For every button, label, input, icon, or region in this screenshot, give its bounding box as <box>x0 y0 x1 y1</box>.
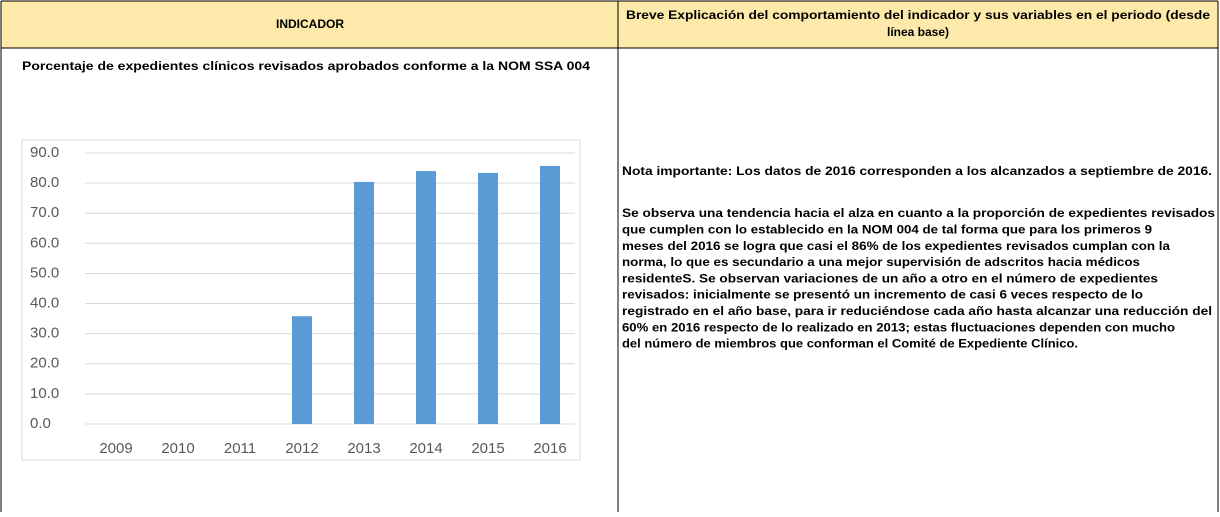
x-tick-label: 2014 <box>409 440 442 457</box>
y-tick-label: 50.0 <box>30 264 59 281</box>
y-tick-label: 30.0 <box>30 325 59 342</box>
y-tick-label: 0.0 <box>30 415 51 432</box>
indicator-name: Porcentaje de expedientes clínicos revis… <box>22 59 590 73</box>
x-tick-label: 2011 <box>224 440 256 457</box>
y-tick-label: 10.0 <box>30 385 59 402</box>
y-tick-label: 20.0 <box>30 355 59 372</box>
paragraph: Se observa una tendencia hacia el alza e… <box>622 206 1215 350</box>
x-tick-label: 2010 <box>161 440 194 457</box>
bar <box>416 171 436 424</box>
paragraph-line: del número de miembros que conforman el … <box>622 337 1078 351</box>
y-tick-label: 40.0 <box>30 295 59 312</box>
paragraph-line: norma, lo que es secundario a una mejor … <box>622 255 1140 269</box>
chart: 0.0 10.0 20.0 30.0 40.0 50.0 60.0 70.0 80.0 90.0 2… <box>30 144 575 457</box>
x-tick-label: 2012 <box>285 440 318 457</box>
note: Nota importante: Los datos de 2016 corre… <box>622 164 1212 178</box>
paragraph-line: Se observa una tendencia hacia el alza e… <box>622 206 1215 220</box>
bar <box>478 172 498 424</box>
header-explanation: línea base) <box>887 25 949 39</box>
paragraph-line: 60% en 2016 respecto de lo realizado en … <box>622 320 1175 334</box>
y-tick-label: 80.0 <box>30 174 59 191</box>
x-tick-label: 2015 <box>471 440 504 457</box>
y-tick-label: 70.0 <box>30 204 59 221</box>
x-tick-label: 2009 <box>99 440 132 457</box>
paragraph-line: que cumplen con lo establecido en la NOM… <box>622 222 1152 236</box>
y-tick-label: 90.0 <box>30 144 59 161</box>
header-band <box>1 1 1218 48</box>
header-indicator: INDICADOR <box>276 17 344 31</box>
x-tick-label: 2013 <box>347 440 380 457</box>
x-tick-label: 2016 <box>533 440 566 457</box>
paragraph-line: meses del 2016 se logra que casi el 86% … <box>622 239 1170 253</box>
paragraph-line: revisados: inicialmente se presentó un i… <box>622 288 1143 302</box>
header-explanation: Breve Explicación del comportamiento del… <box>626 8 1210 22</box>
bar <box>354 181 374 424</box>
paragraph-line: registrado en el año base, para ir reduc… <box>622 304 1212 318</box>
bar <box>292 316 312 424</box>
y-tick-label: 60.0 <box>30 234 59 251</box>
paragraph-line: residenteS. Se observan variaciones de u… <box>622 271 1158 285</box>
bar <box>540 165 560 424</box>
